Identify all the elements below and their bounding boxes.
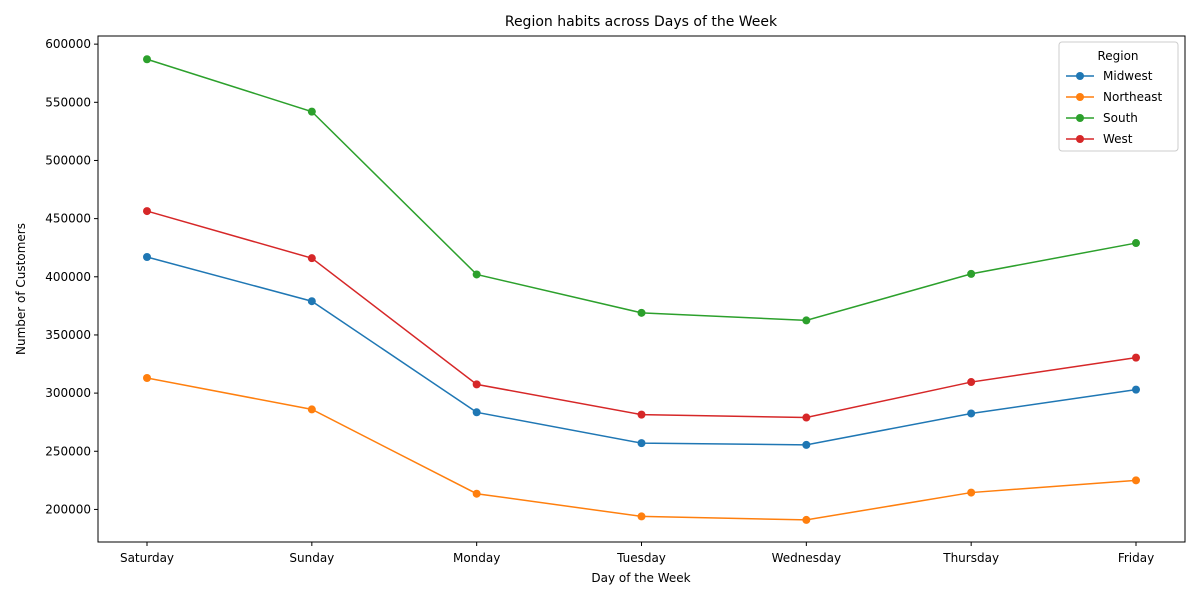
- x-tick-label: Friday: [1118, 551, 1154, 565]
- data-point-south: [967, 269, 976, 278]
- data-point-midwest: [143, 253, 151, 262]
- data-point-south: [307, 107, 316, 116]
- legend-swatch-marker: [1076, 135, 1084, 143]
- legend-swatch-marker: [1076, 93, 1084, 101]
- data-point-south: [143, 55, 151, 64]
- y-tick-label: 300000: [45, 386, 91, 400]
- data-point-west: [143, 207, 151, 216]
- series-line-northeast: [146, 377, 1137, 521]
- data-point-midwest: [1132, 385, 1140, 394]
- data-point-midwest: [307, 297, 316, 306]
- data-point-northeast: [1132, 476, 1140, 485]
- legend-label: Northeast: [1103, 90, 1163, 104]
- x-axis-label: Day of the Week: [591, 571, 690, 585]
- data-point-west: [307, 254, 316, 263]
- data-point-northeast: [637, 512, 646, 521]
- legend: Region Midwest Northeast South West: [1058, 41, 1179, 152]
- plot-frame: [97, 35, 1186, 543]
- y-tick-label: 500000: [45, 153, 91, 167]
- data-point-midwest: [472, 408, 481, 417]
- legend-label: South: [1103, 111, 1138, 125]
- data-point-northeast: [472, 489, 481, 498]
- legend-item-south: South: [1066, 111, 1138, 125]
- y-tick-label: 550000: [45, 95, 91, 109]
- x-axis: Saturday Sunday Monday Tuesday Wednesday Thur…: [120, 542, 1154, 565]
- series-midwest: [143, 253, 1140, 449]
- data-point-northeast: [143, 373, 151, 382]
- data-point-midwest: [637, 439, 646, 448]
- x-tick-label: Sunday: [289, 551, 334, 565]
- data-point-west: [802, 413, 811, 422]
- data-point-west: [637, 410, 646, 419]
- x-tick-label: Wednesday: [772, 551, 841, 565]
- legend-item-northeast: Northeast: [1066, 90, 1163, 104]
- data-point-south: [1132, 239, 1140, 248]
- legend-label: Midwest: [1103, 69, 1153, 83]
- y-axis-label: Number of Customers: [14, 223, 28, 355]
- y-tick-label: 450000: [45, 212, 91, 226]
- data-point-south: [472, 270, 481, 279]
- data-point-midwest: [967, 409, 976, 418]
- y-tick-label: 200000: [45, 502, 91, 516]
- legend-item-west: West: [1066, 132, 1133, 146]
- data-point-west: [967, 378, 976, 387]
- legend-item-midwest: Midwest: [1066, 69, 1153, 83]
- legend-title: Region: [1097, 49, 1138, 63]
- series-layer: [143, 55, 1140, 524]
- legend-frame: [1058, 41, 1179, 152]
- data-point-south: [637, 308, 646, 317]
- y-tick-label: 250000: [45, 444, 91, 458]
- data-point-northeast: [802, 515, 811, 524]
- data-point-northeast: [967, 488, 976, 497]
- legend-label: West: [1103, 132, 1133, 146]
- data-point-west: [1132, 353, 1140, 362]
- x-tick-label: Monday: [453, 551, 500, 565]
- series-west: [143, 207, 1140, 422]
- data-point-midwest: [802, 440, 811, 449]
- legend-items: Midwest Northeast South West: [1066, 69, 1163, 146]
- legend-swatch-marker: [1076, 114, 1084, 122]
- y-tick-label: 400000: [45, 270, 91, 284]
- data-point-west: [472, 380, 481, 389]
- legend-swatch-marker: [1076, 72, 1084, 80]
- y-tick-label: 350000: [45, 328, 91, 342]
- y-tick-label: 600000: [45, 37, 91, 51]
- x-tick-label: Thursday: [942, 551, 999, 565]
- data-point-northeast: [307, 405, 316, 414]
- x-tick-label: Tuesday: [616, 551, 666, 565]
- series-line-south: [146, 58, 1137, 322]
- x-tick-label: Saturday: [120, 551, 174, 565]
- series-northeast: [143, 373, 1140, 524]
- series-south: [143, 55, 1140, 325]
- data-point-south: [802, 316, 811, 325]
- y-axis: 200000 250000 300000 350000 400000 450000 5000…: [45, 37, 98, 516]
- chart-title: Region habits across Days of the Week: [505, 14, 778, 30]
